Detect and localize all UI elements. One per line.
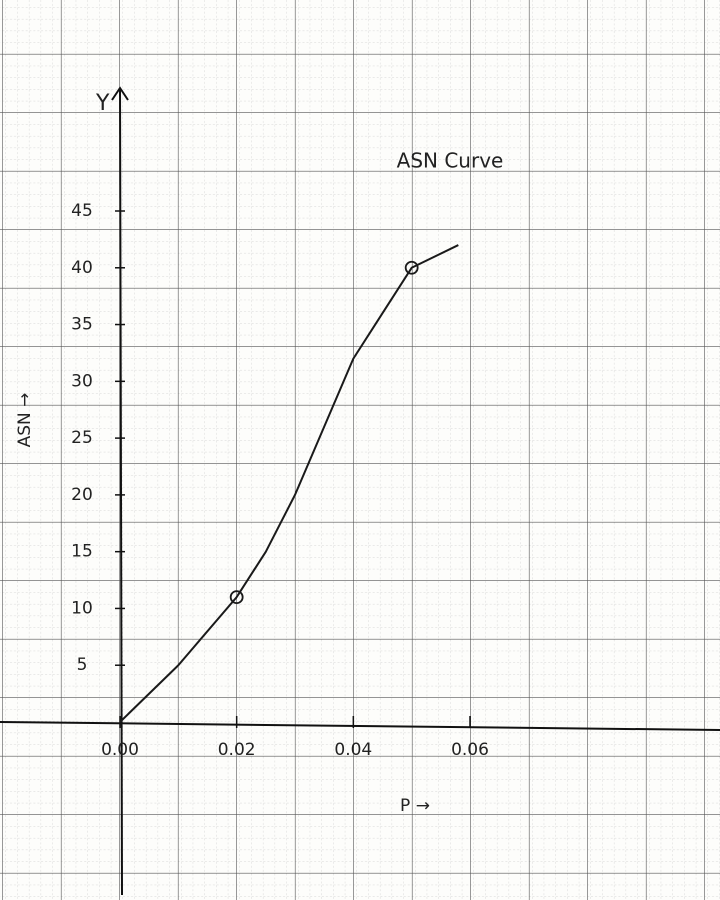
curve [119,244,459,723]
data-point [229,590,244,604]
y-tick-label: 35 [71,315,93,335]
y-axis-name: Y [95,91,110,116]
x-tick-label: 0.06 [451,740,489,760]
y-tick-label: 5 [77,655,88,675]
x-tick-label: 0.00 [101,740,139,760]
y-tick-label: 20 [71,485,93,505]
y-tick-label: 30 [71,371,93,391]
y-tick-label: 25 [71,428,93,448]
y-tick-label: 40 [71,258,93,278]
y-axis [119,89,123,896]
y-tick-label: 15 [71,542,93,562]
y-tick-label: 10 [71,598,93,618]
y-axis-arrow [111,86,129,101]
x-tick-label: 0.02 [218,740,256,760]
y-tick-label: 45 [71,201,93,221]
x-axis-label: P → [400,796,430,816]
y-axis-label: ASN → [15,393,35,448]
data-point [404,260,419,275]
chart-title: ASN Curve [397,149,504,173]
x-tick-label: 0.04 [334,740,372,760]
